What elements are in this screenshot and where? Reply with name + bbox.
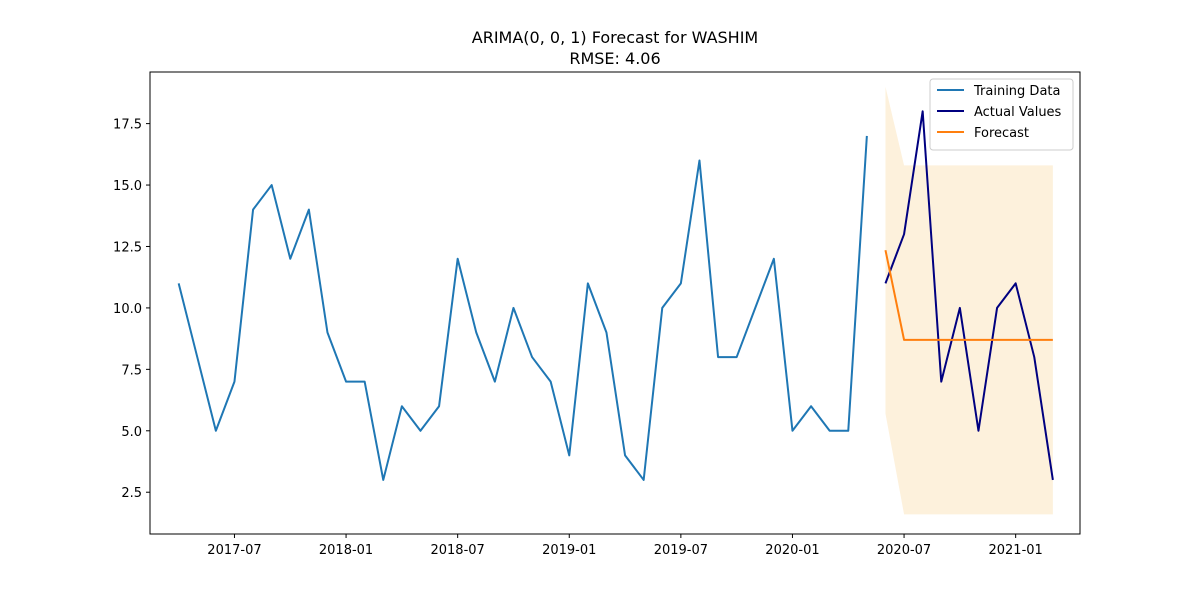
chart-subtitle: RMSE: 4.06 [569, 49, 660, 68]
y-axis: 2.5 5.0 7.5 10.0 12.5 15.0 17.5 [113, 118, 150, 501]
legend-label-actual-values: Actual Values [974, 105, 1062, 120]
y-tick-label: 7.5 [121, 363, 142, 378]
x-tick-label: 2018-01 [319, 543, 373, 558]
x-tick-label: 2017-07 [207, 543, 261, 558]
training-data-line [177, 135, 868, 481]
forecast-line [884, 249, 1053, 341]
legend-label-training-data: Training Data [973, 84, 1060, 99]
y-tick-label: 12.5 [113, 240, 142, 255]
legend: Training Data Actual Values Forecast [929, 78, 1074, 151]
x-tick-label: 2020-01 [765, 543, 819, 558]
chart-title: ARIMA(0, 0, 1) Forecast for WASHIM [472, 28, 758, 47]
legend-box [929, 78, 1074, 151]
series-layer [177, 110, 1054, 481]
x-tick-label: 2018-07 [430, 543, 484, 558]
x-axis: 2017-07 2018-01 2018-07 2019-01 2019-07 2020-… [207, 534, 1043, 558]
confidence-band [885, 86, 1053, 515]
x-tick-label: 2020-07 [877, 543, 931, 558]
x-tick-label: 2021-01 [988, 543, 1042, 558]
y-tick-label: 2.5 [121, 486, 142, 501]
y-tick-label: 5.0 [121, 425, 142, 440]
actual-values-line [884, 110, 1054, 481]
confidence-interval-layer [885, 86, 1053, 515]
x-tick-label: 2019-01 [542, 543, 596, 558]
y-tick-label: 17.5 [113, 118, 142, 133]
x-tick-label: 2019-07 [654, 543, 708, 558]
legend-label-forecast: Forecast [974, 126, 1029, 141]
plot-area-frame [149, 71, 1081, 535]
y-tick-label: 15.0 [113, 179, 142, 194]
y-tick-label: 10.0 [113, 302, 142, 317]
